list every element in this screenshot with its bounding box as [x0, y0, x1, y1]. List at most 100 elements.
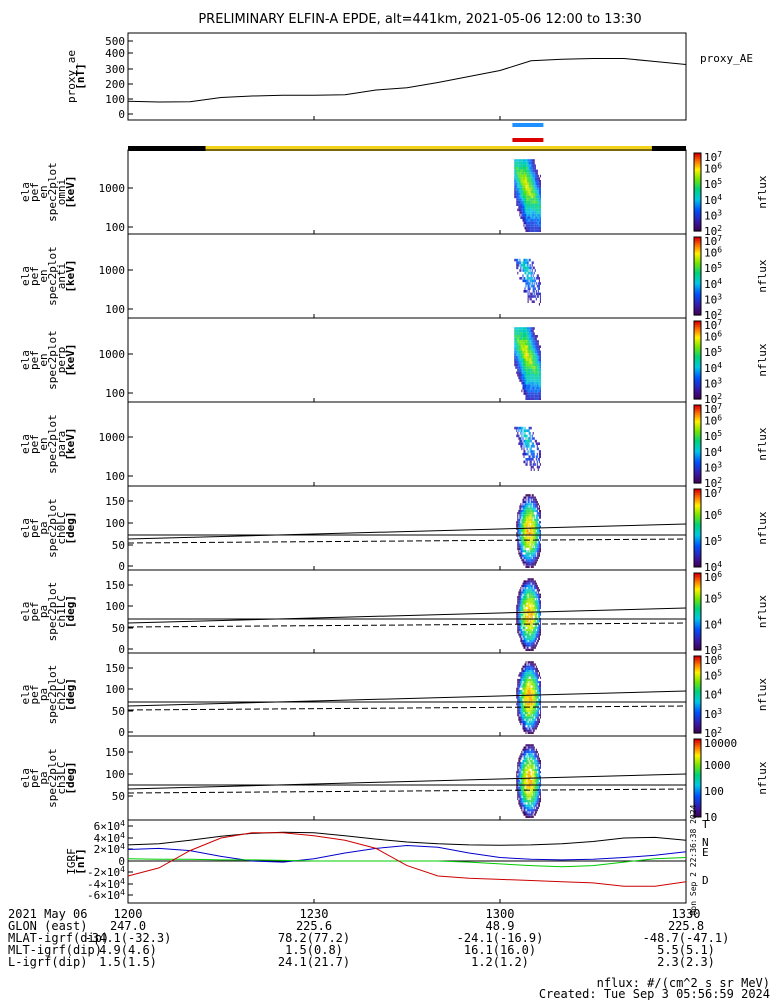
- cell-ch2: [518, 714, 520, 717]
- cell-omni: [532, 182, 534, 186]
- cell-ch1: [532, 609, 534, 612]
- cell-ch0: [524, 496, 526, 499]
- cell-perp: [538, 392, 540, 395]
- colorbar-cell-ch2: [694, 704, 701, 707]
- cell-ch3: [538, 762, 540, 765]
- cell-ch2: [528, 678, 530, 682]
- cell-ch0: [529, 525, 531, 528]
- cell-ch0: [533, 507, 535, 510]
- cell-ch3: [520, 773, 522, 776]
- cell-omni: [519, 211, 521, 214]
- cell-ch2: [518, 685, 520, 688]
- cell-para: [529, 463, 531, 466]
- cell-ch2: [536, 670, 538, 673]
- cell-perp: [522, 363, 524, 367]
- cell-ch0: [526, 556, 528, 559]
- cell-anti: [527, 287, 529, 290]
- cell-perp: [532, 345, 534, 348]
- cell-ch0: [526, 554, 528, 557]
- cell-ch1: [536, 642, 538, 645]
- cell-ch3: [522, 748, 524, 751]
- cell-ch0: [531, 561, 533, 564]
- cell-ch0: [532, 545, 534, 548]
- cell-ch1: [525, 648, 527, 651]
- cell-ch3: [525, 811, 527, 814]
- cell-ch1: [533, 582, 535, 585]
- cell-ch3: [535, 782, 537, 785]
- cell-omni: [539, 182, 541, 186]
- cell-omni: [523, 203, 525, 206]
- cell-ch0: [522, 514, 524, 517]
- cell-ch0: [533, 500, 535, 504]
- cell-omni: [526, 206, 528, 209]
- cell-ch2: [524, 729, 526, 732]
- ylabel-anti-5: [keV]: [64, 259, 77, 292]
- colorbar-cell-perp: [694, 356, 701, 359]
- cell-ch2: [523, 714, 525, 717]
- ylabel-ch1-4: ch1LC: [55, 595, 68, 628]
- cell-para: [524, 429, 526, 432]
- cell-omni: [528, 213, 530, 217]
- cell-ch3: [518, 762, 520, 765]
- cell-ch3: [539, 795, 541, 798]
- cell-omni: [538, 177, 540, 180]
- cell-omni: [527, 177, 529, 180]
- cell-ch1: [521, 637, 523, 640]
- cell-ch0: [520, 503, 522, 506]
- cell-ch0: [525, 494, 527, 497]
- cell-anti: [539, 282, 541, 285]
- cell-omni: [517, 198, 519, 201]
- cell-ch0: [520, 523, 522, 526]
- cell-ch0: [520, 547, 522, 551]
- cell-perp: [526, 337, 528, 341]
- cell-ch2: [523, 665, 525, 668]
- cell-ch1: [524, 620, 526, 623]
- cell-ch1: [531, 587, 533, 590]
- cell-omni: [532, 211, 534, 214]
- cell-ch1: [523, 591, 525, 594]
- colorbar-cell-para: [694, 405, 701, 408]
- cell-omni: [527, 195, 529, 199]
- cell-ch3: [519, 797, 521, 801]
- cell-ch1: [522, 644, 524, 647]
- cell-perp: [530, 376, 532, 380]
- cell-ch1: [522, 635, 524, 638]
- cell-omni: [527, 211, 529, 214]
- ytick-label-ch2-2: 50: [112, 705, 125, 718]
- cell-omni: [530, 177, 532, 180]
- colorbar-cell-anti: [694, 264, 701, 267]
- cell-ch1: [518, 593, 520, 596]
- colorbar-cell-ch2: [694, 729, 701, 732]
- cell-ch2: [535, 716, 537, 719]
- cell-ch2: [530, 714, 532, 717]
- cell-ch1: [534, 593, 536, 596]
- cell-ch1: [537, 633, 539, 636]
- cell-ch3: [523, 755, 525, 758]
- cell-ch0: [522, 500, 524, 504]
- cell-ch1: [527, 609, 529, 612]
- cell-omni: [521, 206, 523, 209]
- cell-perp: [525, 397, 527, 400]
- cell-omni: [535, 216, 537, 219]
- cell-ch3: [538, 802, 540, 805]
- cell-omni: [529, 198, 531, 201]
- cell-ch2: [528, 692, 530, 695]
- cell-ch0: [531, 509, 533, 513]
- colorbar-cell-para: [694, 467, 701, 470]
- cell-ch2: [519, 685, 521, 688]
- cell-ch2: [532, 714, 534, 717]
- cell-para: [535, 442, 537, 445]
- zlabel-tick-anti-0: 107: [704, 234, 722, 248]
- cell-perp: [534, 371, 536, 374]
- cell-perp: [532, 381, 534, 385]
- cell-para: [532, 450, 534, 453]
- cell-ch0: [521, 518, 523, 521]
- cell-omni: [533, 229, 535, 232]
- cell-ch3: [530, 750, 532, 754]
- cell-ch2: [538, 687, 540, 690]
- cell-ch3: [538, 793, 540, 796]
- cell-ch3: [524, 784, 526, 787]
- cell-ch3: [522, 811, 524, 814]
- cell-ch0: [529, 494, 531, 497]
- cell-omni: [524, 159, 526, 162]
